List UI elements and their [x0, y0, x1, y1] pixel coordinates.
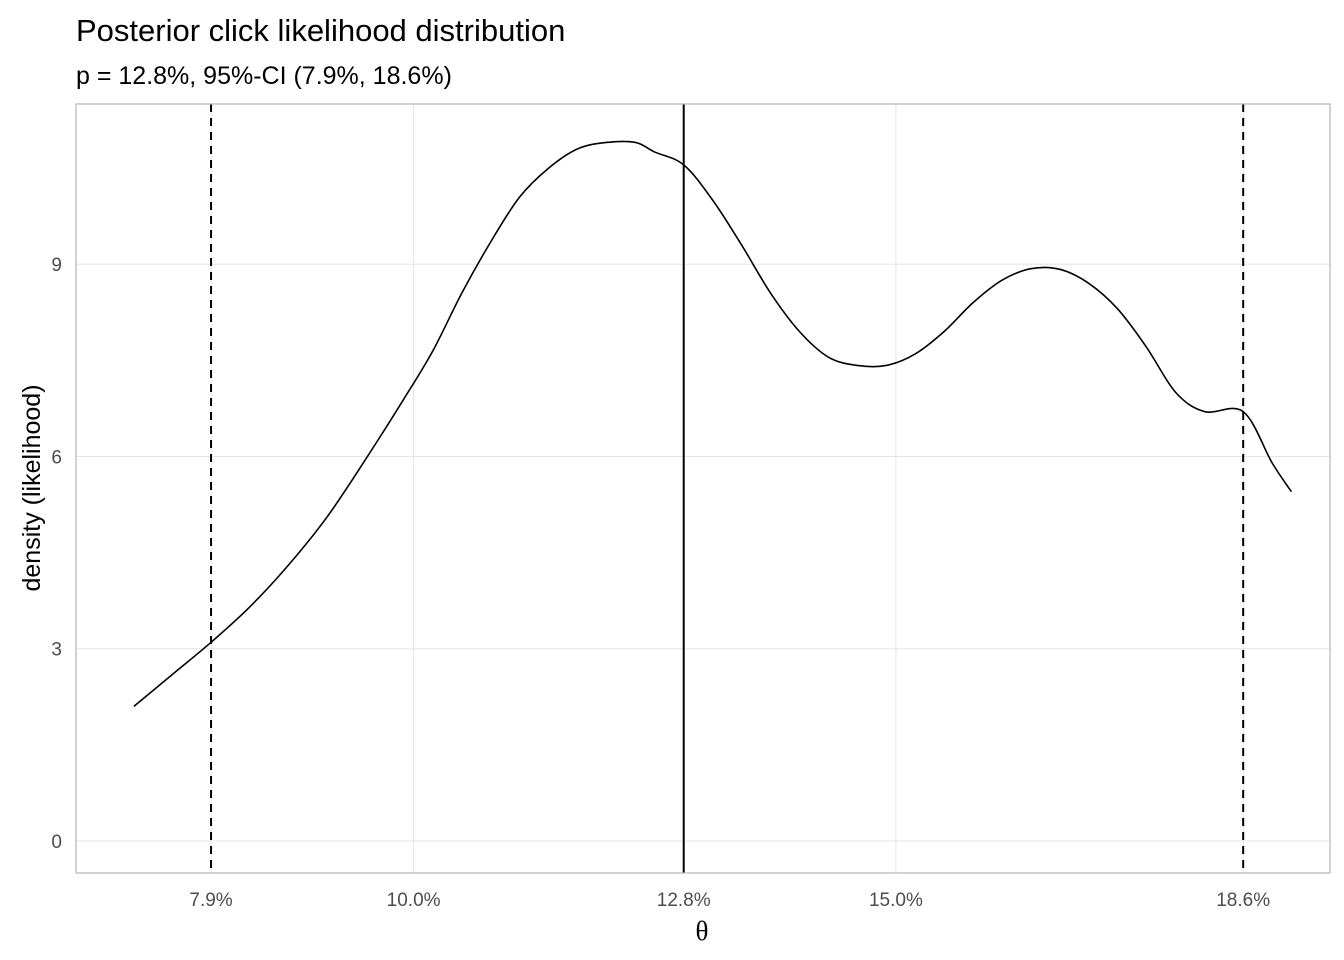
y-tick-label: 3 — [51, 640, 62, 661]
y-axis-title: density (likelihood) — [18, 384, 46, 591]
y-tick-label: 6 — [51, 447, 62, 468]
chart-title: Posterior click likelihood distribution — [76, 13, 565, 48]
x-tick-label: 15.0% — [869, 890, 923, 911]
reference-lines — [210, 104, 1245, 873]
plot-panel-border — [75, 103, 1331, 874]
x-tick-label: 10.0% — [387, 890, 441, 911]
x-tick-label: 12.8% — [657, 890, 711, 911]
x-tick-label: 18.6% — [1216, 890, 1270, 911]
density-series — [133, 140, 1293, 707]
y-tick-label: 0 — [51, 832, 62, 853]
chart-subtitle: p = 12.8%, 95%-CI (7.9%, 18.6%) — [76, 62, 452, 90]
x-axis-title: θ — [696, 916, 709, 946]
y-axis-ticks: 0 3 6 9 — [51, 255, 62, 853]
y-tick-label: 9 — [51, 255, 62, 276]
x-tick-label: 7.9% — [189, 890, 232, 911]
grid-lines — [76, 104, 1330, 873]
density-curve — [133, 140, 1293, 707]
x-axis-ticks: 7.9% 10.0% 12.8% 15.0% 18.6% — [189, 890, 1270, 911]
